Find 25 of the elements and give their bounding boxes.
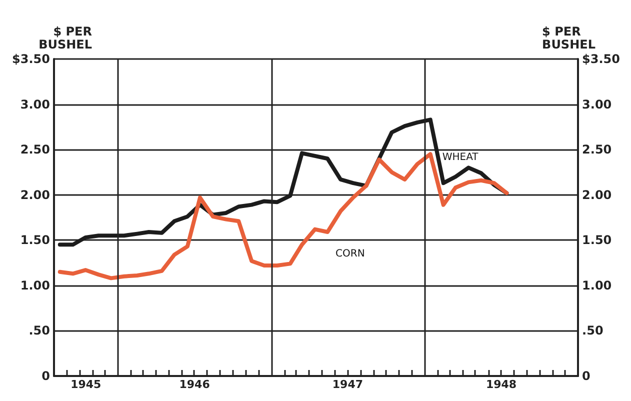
x-tick-label: 1947 <box>332 378 364 391</box>
x-tick-label: 1946 <box>179 378 210 391</box>
y2-tick-label: 0 <box>582 369 590 383</box>
x-tick-label: 1945 <box>70 378 102 391</box>
y-tick-label: 2.00 <box>20 188 50 202</box>
y-axis-title: $ PER BUSHEL <box>38 24 92 52</box>
y-tick-label: 2.50 <box>20 142 50 157</box>
x-tick-label: 1948 <box>486 378 517 391</box>
y-tick-label: 1.50 <box>20 233 50 248</box>
y-tick-label: 0 <box>42 369 50 383</box>
y2-axis-title: $ PER BUSHEL <box>542 24 596 52</box>
series-label: WHEAT <box>442 152 480 164</box>
y-tick-label: 3.00 <box>20 97 50 112</box>
line-series <box>58 152 509 280</box>
y2-tick-label: .50 <box>582 324 604 338</box>
y2-tick-label: 3.00 <box>582 97 612 112</box>
y-tick-label: 1.00 <box>20 278 50 292</box>
y2-tick-label: 2.50 <box>582 142 612 157</box>
y-tick-label: .50 <box>28 324 50 338</box>
y2-tick-label: $3.50 <box>582 52 620 66</box>
y-tick-label: $3.50 <box>12 52 50 66</box>
y2-tick-label: 2.00 <box>582 188 612 202</box>
series-label: CORN <box>336 248 365 260</box>
y2-tick-label: 1.50 <box>582 233 612 248</box>
y2-tick-label: 1.00 <box>582 278 612 292</box>
